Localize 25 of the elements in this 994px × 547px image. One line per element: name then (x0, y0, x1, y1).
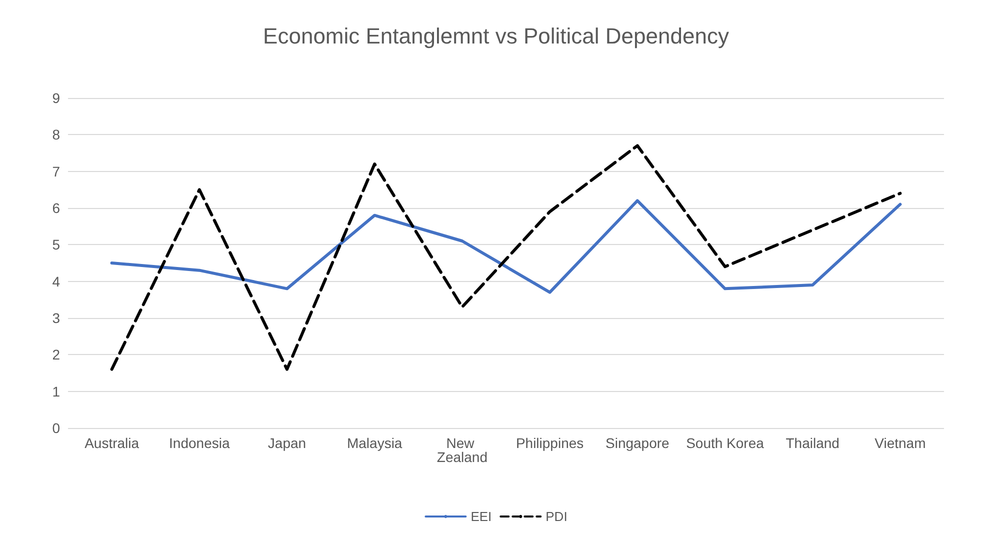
x-tick-label: Australia (84, 435, 140, 451)
x-tick-label: Indonesia (169, 435, 230, 451)
x-tick-label: Thailand (786, 435, 840, 451)
y-tick-label: 9 (52, 90, 60, 106)
y-tick-label: 4 (52, 273, 60, 290)
y-tick-label: 1 (52, 383, 60, 400)
x-tick-label: Singapore (605, 435, 670, 451)
y-tick-label: 5 (52, 236, 60, 253)
y-tick-label: 0 (52, 420, 60, 436)
line-series (110, 199, 902, 294)
x-tick-label: New Zealand (436, 435, 488, 465)
y-tick-label: 3 (52, 310, 60, 326)
legend-label: EEI (470, 509, 492, 524)
x-tick-label: Malaysia (346, 435, 402, 451)
x-tick-label: South Korea (686, 435, 764, 451)
y-tick-label: 6 (52, 200, 60, 216)
y-tick-label: 2 (52, 346, 60, 363)
y-tick-label: 7 (52, 163, 60, 180)
line-series (110, 144, 902, 371)
x-tick-label: Philippines (516, 435, 584, 451)
legend-label: PDI (546, 509, 568, 524)
x-tick-label: Vietnam (874, 435, 926, 451)
y-tick-label: 8 (52, 126, 60, 143)
x-tick-label: Japan (268, 435, 306, 451)
chart-title: Economic Entanglemnt vs Political Dependency (263, 24, 729, 48)
